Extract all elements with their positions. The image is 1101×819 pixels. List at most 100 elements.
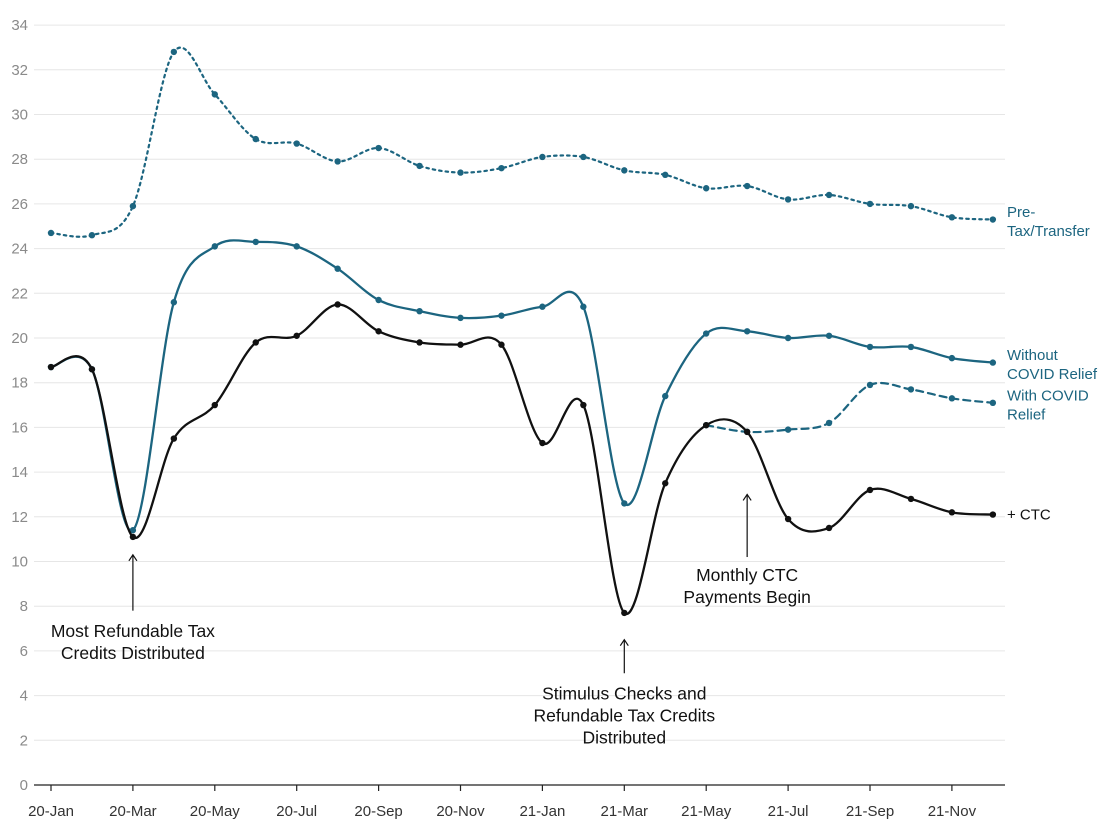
x-tick-label: 20-Jan — [28, 803, 74, 819]
y-tick-label: 14 — [11, 464, 28, 481]
data-point-ctc — [948, 509, 956, 516]
data-point-without-covid-relief — [211, 243, 218, 250]
data-point-ctc — [580, 401, 587, 409]
y-tick-label: 12 — [11, 509, 28, 526]
data-point-pre-tax-transfer — [703, 185, 710, 192]
gridlines — [34, 24, 1005, 741]
data-point-pre-tax-transfer — [662, 171, 669, 179]
y-tick-label: 28 — [11, 151, 28, 168]
y-tick-label: 8 — [20, 598, 28, 615]
data-point-pre-tax-transfer — [416, 162, 423, 170]
data-point-pre-tax-transfer — [621, 167, 628, 174]
data-point-ctc — [703, 421, 710, 429]
x-axis: 20-Jan 20-Mar 20-May 20-Jul 20-Sep 20-Nov 21-J… — [28, 784, 1005, 819]
data-point-without-covid-relief — [662, 392, 669, 400]
data-point-ctc — [907, 495, 915, 503]
data-point-without-covid-relief — [334, 265, 341, 272]
x-tick-label: 21-Mar — [601, 803, 649, 819]
y-tick-label: 16 — [11, 419, 28, 436]
data-point-pre-tax-transfer — [457, 169, 464, 176]
data-point-pre-tax-transfer — [825, 191, 833, 199]
x-tick-label: 20-Jul — [276, 803, 317, 819]
x-tick-label: 21-Nov — [928, 803, 977, 819]
data-point-ctc — [825, 524, 833, 532]
data-point-without-covid-relief — [580, 303, 587, 310]
data-point-ctc — [252, 339, 259, 346]
data-point-pre-tax-transfer — [375, 144, 382, 152]
data-point-ctc — [170, 435, 178, 442]
data-point-pre-tax-transfer — [948, 214, 956, 221]
annotation-arrowhead-monthly-ctc-payments-begin — [742, 493, 752, 501]
x-tick-label: 20-May — [190, 803, 241, 819]
data-point-ctc — [621, 609, 628, 617]
x-tick-label: 21-Sep — [846, 803, 894, 819]
data-point-pre-tax-transfer — [252, 135, 259, 143]
annotation-text-most-refundable-tax-credits-distributed: Most Refundable Tax Credits Distributed — [51, 621, 215, 663]
series-label-with-covid-relief: With COVID Relief — [1007, 387, 1089, 423]
series-label-pre-tax-transfer: Pre-Tax/Transfer — [1007, 204, 1090, 240]
data-point-with-covid-relief — [907, 386, 915, 393]
data-point-with-covid-relief — [866, 381, 874, 389]
data-point-without-covid-relief — [621, 500, 628, 507]
annotation-arrowhead-most-refundable-tax-credits-distributed — [128, 553, 138, 562]
series-line-with-covid-relief — [705, 381, 994, 434]
x-tick-label: 20-Sep — [354, 803, 402, 819]
data-point-pre-tax-transfer — [989, 216, 997, 223]
y-tick-label: 4 — [20, 688, 28, 705]
data-point-without-covid-relief — [170, 299, 178, 306]
y-tick-label: 34 — [11, 17, 28, 34]
data-point-without-covid-relief — [907, 343, 915, 351]
x-tick-label: 21-Jul — [768, 803, 809, 819]
series-layer — [47, 46, 997, 617]
data-point-ctc — [498, 341, 505, 348]
data-point-without-covid-relief — [948, 354, 956, 362]
y-tick-label: 26 — [11, 196, 28, 213]
data-point-ctc — [375, 328, 382, 335]
series-line-ctc — [49, 303, 994, 615]
y-tick-label: 0 — [20, 777, 28, 794]
data-point-without-covid-relief — [743, 328, 751, 335]
annotation-arrowhead-stimulus-checks-and-refundable-tax-credits-distributed — [619, 638, 629, 647]
y-tick-label: 22 — [11, 285, 28, 302]
data-point-ctc — [866, 486, 874, 494]
data-point-pre-tax-transfer — [784, 196, 792, 203]
data-point-without-covid-relief — [825, 332, 833, 339]
data-point-pre-tax-transfer — [47, 229, 55, 237]
data-point-pre-tax-transfer — [293, 140, 300, 147]
data-point-ctc — [539, 439, 546, 447]
data-point-pre-tax-transfer — [211, 91, 218, 98]
data-point-without-covid-relief — [293, 243, 300, 250]
data-point-without-covid-relief — [703, 330, 710, 337]
x-tick-label: 21-May — [681, 803, 732, 819]
data-point-ctc — [88, 366, 96, 373]
data-point-ctc — [47, 363, 55, 371]
y-tick-label: 20 — [11, 330, 28, 347]
data-point-pre-tax-transfer — [907, 202, 915, 210]
series-labels: Pre-Tax/Transfer Without COVID Relief With … — [1007, 204, 1098, 524]
data-point-without-covid-relief — [375, 296, 382, 304]
data-point-without-covid-relief — [539, 303, 546, 310]
annotation-text-monthly-ctc-payments-begin: Monthly CTC Payments Begin — [683, 565, 810, 607]
series-line-pre-tax-transfer — [49, 46, 994, 238]
data-point-without-covid-relief — [784, 334, 792, 342]
annotation-text-stimulus-checks-and-refundable-tax-credits-distributed: Stimulus Checks and Refundable Tax Credit… — [534, 683, 716, 747]
data-point-without-covid-relief — [498, 312, 505, 319]
y-tick-label: 30 — [11, 107, 28, 124]
data-point-with-covid-relief — [825, 419, 833, 427]
data-point-with-covid-relief — [989, 399, 997, 407]
data-point-ctc — [129, 533, 137, 541]
data-point-ctc — [334, 301, 341, 308]
data-point-ctc — [662, 480, 669, 487]
x-tick-label: 20-Nov — [436, 803, 485, 819]
data-point-without-covid-relief — [989, 359, 997, 366]
data-point-pre-tax-transfer — [498, 164, 505, 172]
annotations: Most Refundable Tax Credits Distributed St… — [51, 493, 811, 747]
data-point-without-covid-relief — [416, 307, 423, 315]
data-point-ctc — [784, 515, 792, 523]
x-tick-label: 21-Jan — [519, 803, 565, 819]
data-point-without-covid-relief — [457, 314, 464, 322]
data-point-pre-tax-transfer — [334, 158, 341, 165]
data-point-pre-tax-transfer — [743, 182, 751, 190]
